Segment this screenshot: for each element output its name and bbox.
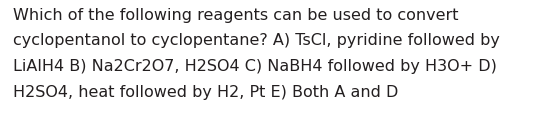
Text: H2SO4, heat followed by H2, Pt E) Both A and D: H2SO4, heat followed by H2, Pt E) Both A…	[13, 85, 398, 100]
Text: Which of the following reagents can be used to convert: Which of the following reagents can be u…	[13, 8, 459, 23]
Text: LiAlH4 B) Na2Cr2O7, H2SO4 C) NaBH4 followed by H3O+ D): LiAlH4 B) Na2Cr2O7, H2SO4 C) NaBH4 follo…	[13, 59, 497, 74]
Text: cyclopentanol to cyclopentane? A) TsCl, pyridine followed by: cyclopentanol to cyclopentane? A) TsCl, …	[13, 34, 500, 49]
